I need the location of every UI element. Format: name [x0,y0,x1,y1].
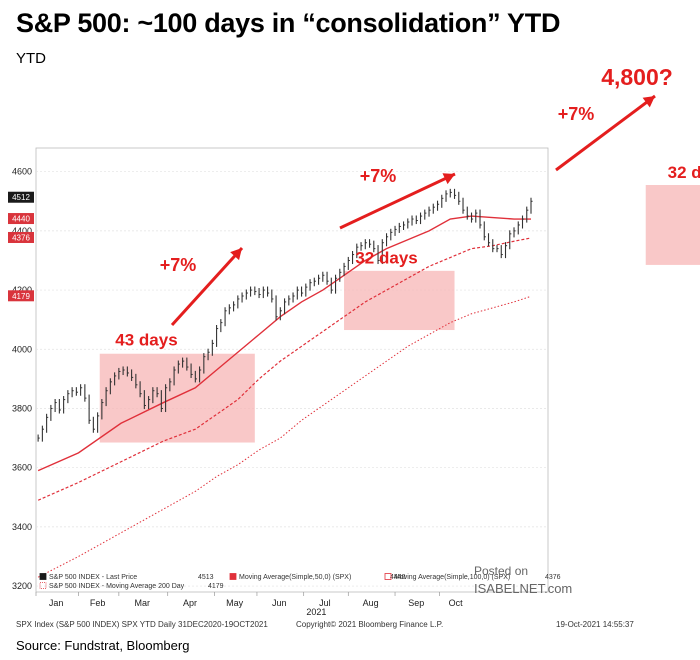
value-tag-label: 4376 [12,233,30,242]
consolidation-box [99,353,255,443]
moving-average-line [37,215,532,472]
x-year-label: 2021 [306,607,326,617]
legend-value: 4513 [198,574,214,581]
legend-swatch [384,573,392,580]
y-tick-label: 3600 [12,463,32,473]
y-tick-label: 4400 [12,226,32,236]
value-tag [8,213,34,225]
legend-value: 4179 [208,583,224,590]
footer-left: SPX Index (S&P 500 INDEX) SPX YTD Daily … [16,620,268,629]
legend-value: 4440 [390,574,406,581]
rally-label: +7% [360,166,397,186]
legend-label: S&P 500 INDEX - Moving Average 200 Day [49,583,185,590]
value-tag-label: 4179 [12,292,30,301]
x-tick-label: Aug [363,598,379,608]
chart-title: S&P 500: ~100 days in “consolidation” YT… [16,8,561,38]
footer-right: 19-Oct-2021 14:55:37 [556,620,634,629]
x-tick-label: Oct [449,598,464,608]
consolidation-boxes [99,185,700,443]
y-tick-label: 4600 [12,167,32,177]
moving-average-lines [37,215,532,578]
chart-subtitle: YTD [16,50,46,67]
y-tick-label: 3400 [12,522,32,532]
value-tag [8,290,34,302]
sp500-chart: 3200 3400 3600 3800 4000 4200 4400 4600 Jan Feb Ma… [8,64,700,629]
x-tick-label: Mar [134,598,150,608]
x-tick-label: Apr [183,598,197,608]
legend-label: Moving Average(Simple,100,0) (SPX) [394,574,510,581]
target-arrow [555,94,656,172]
chart-footer: SPX Index (S&P 500 INDEX) SPX YTD Daily … [16,620,634,629]
x-tick-label: Feb [90,598,106,608]
value-tags: 4512 4440 4376 4179 [8,191,34,302]
target-arrow-head [642,96,655,108]
moving-average-line [37,295,532,578]
price-bars [37,188,533,442]
legend-swatch [39,582,47,589]
value-tag [8,191,34,203]
consolidation-label: 32 days [668,163,700,182]
axes: 3200 3400 3600 3800 4000 4200 4400 4600 Jan Feb Ma… [12,167,463,617]
x-tick-label: May [226,598,244,608]
x-tick-label: Sep [408,598,424,608]
rally-arrow-head [442,173,455,185]
watermark-line1: Posted on [474,564,528,578]
consolidation-box [344,270,455,331]
rally-label: +7% [160,255,197,275]
y-tick-label: 4200 [12,285,32,295]
y-tick-label: 3800 [12,403,32,413]
legend-label: Moving Average(Simple,50,0) (SPX) [239,574,351,581]
legend-swatch [229,573,237,580]
x-tick-label: Jan [49,598,64,608]
y-tick-label: 3200 [12,581,32,591]
legend-swatch [39,573,47,580]
value-tag-label: 4512 [12,193,30,202]
value-tag [8,231,34,243]
legend-label: S&P 500 INDEX - Last Price [49,574,137,581]
consolidation-label: 32 days [355,248,417,267]
y-tick-label: 4000 [12,344,32,354]
legend-value: 4376 [545,574,561,581]
moving-average-line [37,237,532,501]
rally-arrow-head [230,248,242,261]
footer-middle: Copyright© 2021 Bloomberg Finance L.P. [296,620,443,629]
rally-arrow [170,246,244,327]
watermark-line2: ISABELNET.com [474,581,572,596]
x-tick-label: Jun [272,598,287,608]
source-note: Source: Fundstrat, Bloomberg [16,638,190,653]
value-tag-label: 4440 [12,215,30,224]
consolidation-label: 43 days [115,330,177,349]
rally-arrow [339,172,456,230]
annotations: 43 days 32 days 32 days +7% +7% +7% 4,800? [115,64,700,349]
x-tick-label: Jul [319,598,331,608]
rally-label: +7% [558,104,595,124]
legend: S&P 500 INDEX - Last Price 4513 Moving Ave… [39,564,572,596]
target-label: 4,800? [601,64,673,90]
consolidation-box [645,185,700,265]
